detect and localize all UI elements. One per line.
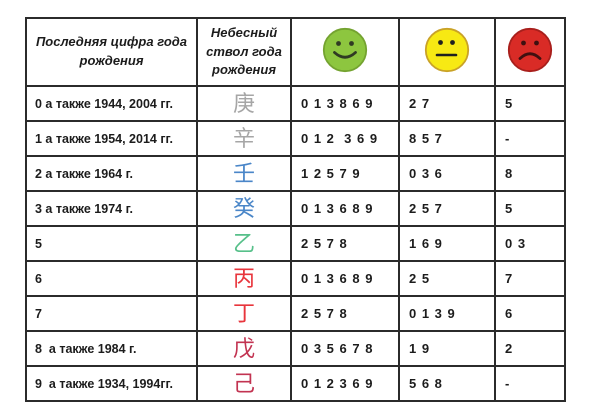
bad-numbers-cell: 5 — [494, 190, 566, 227]
good-numbers-cell: 0 1 3 6 8 9 — [290, 260, 400, 297]
neutral-numbers-cell: 2 7 — [398, 85, 496, 122]
header-good-years — [290, 17, 400, 87]
year-digit-cell: 6 — [25, 260, 198, 297]
year-digit-cell: 1 а также 1954, 2014 гг. — [25, 120, 198, 157]
good-numbers-cell: 0 1 3 6 8 9 — [290, 190, 400, 227]
bad-numbers-cell: 0 3 — [494, 225, 566, 262]
bad-numbers-cell: 8 — [494, 155, 566, 192]
good-numbers-cell: 2 5 7 8 — [290, 295, 400, 332]
good-numbers-cell: 0 1 2 3 6 9 — [290, 120, 400, 157]
year-digit-cell: 9 а также 1934, 1994гг. — [25, 365, 198, 402]
bad-numbers-cell: 5 — [494, 85, 566, 122]
table-row: 9 а также 1934, 1994гг. 己 0 1 2 3 6 9 5 … — [25, 365, 566, 402]
bad-numbers-cell: - — [494, 120, 566, 157]
neutral-numbers-cell: 1 6 9 — [398, 225, 496, 262]
table-row: 1 а также 1954, 2014 гг. 辛 0 1 2 3 6 9 8… — [25, 120, 566, 157]
heavenly-stem-cell: 癸 — [196, 190, 292, 227]
bad-numbers-cell: 2 — [494, 330, 566, 367]
happy-face-icon — [322, 27, 368, 73]
bad-numbers-cell: 6 — [494, 295, 566, 332]
neutral-numbers-cell: 5 6 8 — [398, 365, 496, 402]
good-numbers-cell: 0 3 5 6 7 8 — [290, 330, 400, 367]
year-digit-cell: 7 — [25, 295, 198, 332]
heavenly-stem-cell: 庚 — [196, 85, 292, 122]
good-numbers-cell: 0 1 2 3 6 9 — [290, 365, 400, 402]
year-digit-cell: 0 а также 1944, 2004 гг. — [25, 85, 198, 122]
header-row: Последняя цифра года рождения Небесный с… — [25, 17, 566, 87]
bad-numbers-cell: 7 — [494, 260, 566, 297]
heavenly-stem-cell: 戊 — [196, 330, 292, 367]
year-digit-cell: 8 а также 1984 г. — [25, 330, 198, 367]
bad-numbers-cell: - — [494, 365, 566, 402]
table-row: 2 а также 1964 г. 壬 1 2 5 7 9 0 3 6 8 — [25, 155, 566, 192]
heavenly-stem-cell: 丙 — [196, 260, 292, 297]
table-row: 6 丙 0 1 3 6 8 9 2 5 7 — [25, 260, 566, 297]
heavenly-stem-cell: 己 — [196, 365, 292, 402]
header-year-digit-label: Последняя цифра года рождения — [35, 34, 188, 68]
neutral-numbers-cell: 1 9 — [398, 330, 496, 367]
sad-face-icon — [507, 27, 553, 73]
neutral-numbers-cell: 2 5 — [398, 260, 496, 297]
table-row: 0 а также 1944, 2004 гг. 庚 0 1 3 8 6 9 2… — [25, 85, 566, 122]
good-numbers-cell: 1 2 5 7 9 — [290, 155, 400, 192]
header-bad-years — [494, 17, 566, 87]
neutral-numbers-cell: 8 5 7 — [398, 120, 496, 157]
heavenly-stem-cell: 辛 — [196, 120, 292, 157]
neutral-numbers-cell: 0 1 3 9 — [398, 295, 496, 332]
header-heavenly-stem: Небесный ствол года рождения — [196, 17, 292, 87]
table-row: 5 乙 2 5 7 8 1 6 9 0 3 — [25, 225, 566, 262]
heavenly-stems-table: Последняя цифра года рождения Небесный с… — [25, 17, 566, 402]
table-row: 8 а также 1984 г. 戊 0 3 5 6 7 8 1 9 2 — [25, 330, 566, 367]
header-heavenly-stem-label: Небесный ствол года рождения — [206, 24, 282, 78]
heavenly-stem-cell: 乙 — [196, 225, 292, 262]
table-row: 3 а также 1974 г. 癸 0 1 3 6 8 9 2 5 7 5 — [25, 190, 566, 227]
neutral-numbers-cell: 2 5 7 — [398, 190, 496, 227]
header-neutral-years — [398, 17, 496, 87]
neutral-numbers-cell: 0 3 6 — [398, 155, 496, 192]
year-digit-cell: 3 а также 1974 г. — [25, 190, 198, 227]
header-year-digit: Последняя цифра года рождения — [25, 17, 198, 87]
neutral-face-icon — [424, 27, 470, 73]
year-digit-cell: 5 — [25, 225, 198, 262]
good-numbers-cell: 0 1 3 8 6 9 — [290, 85, 400, 122]
heavenly-stem-cell: 壬 — [196, 155, 292, 192]
year-digit-cell: 2 а также 1964 г. — [25, 155, 198, 192]
good-numbers-cell: 2 5 7 8 — [290, 225, 400, 262]
heavenly-stem-cell: 丁 — [196, 295, 292, 332]
table-row: 7 丁 2 5 7 8 0 1 3 9 6 — [25, 295, 566, 332]
